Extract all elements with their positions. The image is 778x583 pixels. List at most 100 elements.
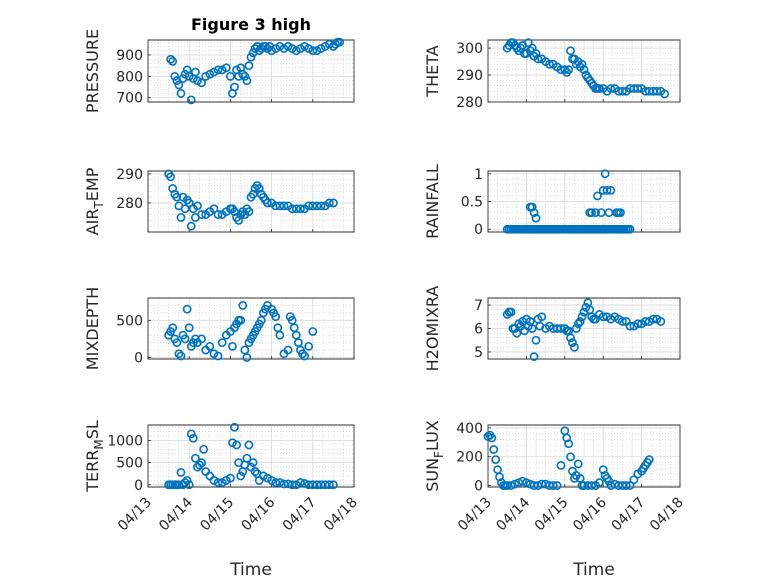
h2omixra-data-point bbox=[512, 328, 522, 338]
mixdepth-data-point bbox=[275, 330, 285, 340]
pressure-data-point bbox=[176, 89, 186, 98]
rainfall-data-point bbox=[587, 208, 597, 217]
pressure-data-point bbox=[230, 82, 239, 92]
mixdepth-data-point bbox=[242, 353, 252, 362]
panel-pressure: 700 800 900 PRESSURE bbox=[83, 29, 355, 113]
theta-ytick-label: 280 bbox=[456, 95, 483, 111]
panel-theta: 280 290 300 THETA bbox=[423, 38, 681, 111]
air-temp-data-point bbox=[213, 210, 223, 219]
pressure-data-point bbox=[197, 78, 206, 88]
terr-msl-xtick-label: 04/15 bbox=[197, 495, 237, 535]
h2omixra-data-point bbox=[527, 324, 537, 333]
rainfall-data-point bbox=[600, 169, 610, 179]
theta-data-point bbox=[566, 46, 575, 56]
sun-flux-xtick-label: 04/18 bbox=[647, 495, 687, 535]
air-temp-axes-frame bbox=[147, 170, 355, 233]
mixdepth-ylabel: MIXDEPTH bbox=[83, 287, 102, 370]
sun-flux-data-point bbox=[487, 433, 497, 443]
theta-data-point bbox=[531, 49, 541, 58]
rainfall-ytick-label: 0 bbox=[474, 222, 483, 238]
air-temp-data-point bbox=[304, 201, 314, 211]
sun-flux-data-point bbox=[573, 459, 583, 469]
sun-flux-xtick-label: 04/16 bbox=[570, 494, 610, 534]
pressure-data-point bbox=[246, 52, 256, 62]
terr-msl-ytick-label: 500 bbox=[116, 456, 143, 472]
sun-flux-data-point bbox=[491, 455, 501, 465]
mixdepth-data-point bbox=[304, 341, 314, 351]
mixdepth-data-point bbox=[238, 301, 248, 310]
panel-rainfall: 0 0.5 1 RAINFALL bbox=[423, 164, 681, 239]
pressure-data-point bbox=[308, 46, 318, 56]
terr-msl-ylabel: TERRMSL bbox=[83, 420, 106, 493]
air-temp-ylabel: AIRTEMP bbox=[83, 167, 106, 235]
sun-flux-data-point bbox=[625, 481, 635, 490]
sun-flux-data-point bbox=[562, 433, 572, 443]
rainfall-ylabel: RAINFALL bbox=[423, 164, 442, 239]
terr-msl-data-point bbox=[186, 429, 196, 439]
theta-ytick-label: 300 bbox=[456, 41, 483, 57]
sun-flux-data-point bbox=[548, 481, 558, 490]
sun-flux-ytick-label: 400 bbox=[456, 421, 483, 437]
sun-flux-xtick-label: 04/14 bbox=[493, 494, 533, 534]
h2omixra-data-point bbox=[571, 324, 581, 333]
terr-msl-data-point bbox=[312, 480, 322, 490]
terr-msl-data-point bbox=[199, 444, 209, 454]
sun-flux-data-point bbox=[594, 478, 604, 488]
terr-msl-data-point bbox=[271, 478, 281, 487]
pressure-data-point bbox=[238, 69, 248, 79]
pressure-data-point bbox=[186, 95, 196, 105]
h2omixra-data-point bbox=[568, 338, 577, 347]
sun-flux-xtick-label: 04/13 bbox=[455, 495, 495, 535]
air-temp-ytick-label: 280 bbox=[116, 196, 143, 212]
figure-title: Figure 3 high bbox=[191, 15, 311, 34]
pressure-ytick-label: 900 bbox=[116, 48, 143, 64]
terr-msl-data-point bbox=[320, 480, 330, 490]
rainfall-data-point bbox=[616, 208, 625, 217]
mixdepth-data-point bbox=[271, 312, 281, 321]
x-axis-label-right: Time bbox=[572, 560, 615, 580]
mixdepth-data-point bbox=[184, 323, 194, 333]
h2omixra-data-point bbox=[618, 317, 627, 326]
h2omixra-data-point bbox=[575, 317, 585, 326]
rainfall-data-point bbox=[625, 224, 635, 234]
pressure-data-point bbox=[174, 80, 184, 90]
terr-msl-data-point bbox=[242, 453, 252, 463]
rainfall-data-point bbox=[529, 208, 539, 217]
h2omixra-data-point bbox=[656, 317, 666, 326]
terr-msl-data-point bbox=[308, 480, 318, 490]
theta-data-point bbox=[533, 54, 543, 64]
mixdepth-data-point bbox=[308, 327, 318, 336]
air-temp-data-point bbox=[186, 221, 196, 231]
mixdepth-data-point bbox=[205, 341, 215, 351]
terr-msl-data-point bbox=[316, 480, 326, 490]
pressure-data-point bbox=[225, 71, 235, 81]
terr-msl-xtick-label: 04/16 bbox=[239, 494, 279, 534]
air-temp-data-point bbox=[197, 210, 206, 219]
theta-data-point bbox=[633, 84, 643, 93]
h2omixra-data-point bbox=[573, 319, 583, 329]
sun-flux-data-point bbox=[510, 479, 520, 489]
terr-msl-data-point bbox=[283, 479, 293, 489]
terr-msl-data-point bbox=[176, 467, 186, 477]
h2omixra-data-point bbox=[570, 342, 579, 352]
sun-flux-data-point bbox=[644, 455, 654, 465]
air-temp-data-point bbox=[275, 201, 285, 211]
sun-flux-xtick-label: 04/15 bbox=[532, 495, 572, 535]
h2omixra-ytick-label: 7 bbox=[474, 298, 483, 314]
terr-msl-data-point bbox=[300, 479, 309, 488]
terr-msl-data-point bbox=[328, 480, 338, 490]
mixdepth-data-point bbox=[298, 349, 307, 359]
air-temp-data-point bbox=[184, 198, 194, 208]
rainfall-data-point bbox=[527, 202, 537, 212]
theta-data-point bbox=[577, 59, 587, 69]
pressure-data-point bbox=[242, 76, 252, 86]
air-temp-data-point bbox=[316, 201, 326, 211]
sun-flux-data-point bbox=[587, 481, 597, 490]
h2omixra-data-point bbox=[648, 314, 658, 324]
sun-flux-xtick-label: 04/17 bbox=[609, 495, 649, 535]
pressure-data-point bbox=[168, 56, 178, 66]
pressure-data-point bbox=[190, 67, 200, 77]
